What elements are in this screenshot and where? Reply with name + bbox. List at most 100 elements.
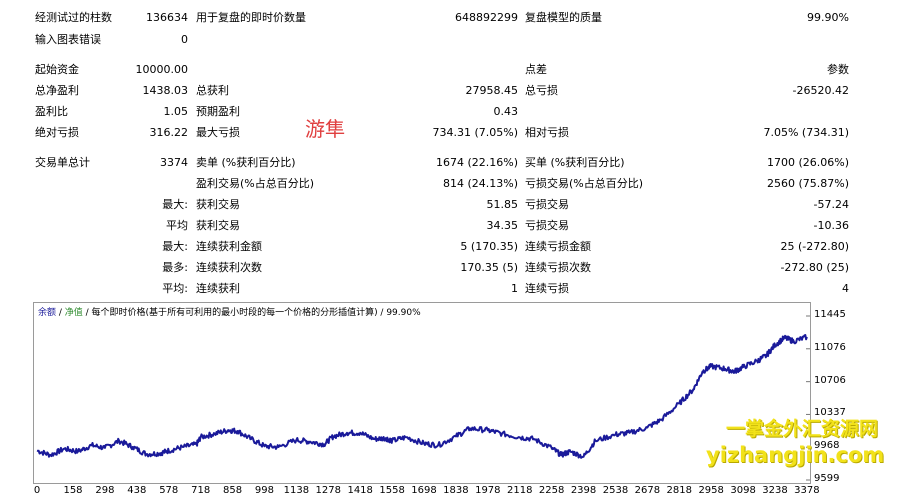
- x-tick-label: 2538: [602, 485, 629, 496]
- relative-drawdown-value: 7.05% (734.31): [763, 126, 849, 139]
- average-profit-label: 获利交易: [196, 219, 240, 232]
- x-tick-label: 2958: [698, 485, 724, 496]
- average-loss-label: 亏损交易: [525, 219, 569, 232]
- y-tick-label: 10337: [814, 407, 846, 419]
- stamp-text: 游隼: [305, 117, 345, 141]
- quality-label: 复盘模型的质量: [525, 11, 602, 24]
- profit-factor-value: 1.05: [163, 105, 189, 118]
- ticks-label: 用于复盘的即时价数量: [196, 11, 306, 24]
- max-consecutive-wins-value: 5 (170.35): [460, 240, 518, 253]
- average-consecutive-losses-label: 连续亏损: [525, 282, 569, 295]
- x-tick-label: 858: [223, 485, 243, 496]
- maximal-label: 最多:: [162, 261, 188, 274]
- chart-header-equity: 净值: [64, 308, 83, 318]
- maximal-wins-value: 170.35 (5): [460, 261, 518, 274]
- x-tick-label: 2258: [538, 485, 565, 496]
- chart-header: 余额 / 净值 / 每个即时价格(基于所有可利用的最小时段的每一个价格的分形插值…: [38, 305, 421, 318]
- absolute-drawdown-label: 绝对亏损: [35, 126, 79, 139]
- deposit-label: 起始资金: [35, 63, 79, 76]
- spread-label: 点差: [525, 63, 547, 76]
- max-drawdown-label: 最大亏损: [196, 126, 240, 139]
- average-consecutive-losses-value: 4: [842, 282, 849, 295]
- x-tick-label: 3238: [762, 485, 788, 496]
- x-tick-label: 1978: [475, 485, 501, 496]
- average-consecutive-wins-label: 连续获利: [196, 282, 240, 295]
- largest-profit-label: 获利交易: [196, 198, 240, 211]
- gross-profit-value: 27958.45: [465, 84, 519, 97]
- x-tick-label: 2818: [666, 485, 692, 496]
- largest-label: 最大:: [162, 198, 188, 211]
- max-consecutive-wins-label: 连续获利金额: [196, 240, 262, 253]
- max-consecutive-label: 最大:: [162, 240, 188, 253]
- average-label: 平均: [166, 219, 188, 232]
- y-tick-label: 9968: [814, 440, 840, 452]
- watermark-line1: 一掌金外汇资源网: [726, 418, 879, 440]
- x-tick-label: 2398: [570, 485, 597, 496]
- x-tick-label: 578: [159, 485, 179, 496]
- maximal-wins-label: 连续获利次数: [196, 261, 262, 274]
- x-tick-label: 1838: [443, 485, 469, 496]
- x-tick-label: 718: [191, 485, 211, 496]
- x-tick-label: 438: [127, 485, 147, 496]
- net-profit-label: 总净盈利: [35, 84, 79, 97]
- total-trades-value: 3374: [160, 156, 188, 169]
- long-positions-value: 1700 (26.06%): [766, 156, 849, 169]
- y-tick-label: 11445: [814, 309, 846, 320]
- bars-label: 经测试过的柱数: [35, 11, 112, 24]
- x-tick-label: 298: [95, 485, 115, 496]
- y-tick-label: 11076: [814, 341, 846, 353]
- x-tick-label: 2118: [506, 485, 533, 496]
- max-drawdown-value: 734.31 (7.05%): [432, 126, 518, 139]
- x-tick-label: 3098: [730, 485, 756, 496]
- maximal-losses-value: -272.80 (25): [780, 261, 849, 274]
- gross-profit-label: 总获利: [196, 84, 229, 97]
- gross-loss-label: 总亏损: [525, 84, 558, 97]
- largest-loss-label: 亏损交易: [525, 198, 569, 211]
- loss-trades-label: 亏损交易(%占总百分比): [525, 177, 644, 190]
- deposit-value: 10000.00: [135, 63, 189, 76]
- x-tick-label: 1418: [347, 485, 373, 496]
- bars-value: 136634: [146, 11, 188, 24]
- x-tick-label: 0: [33, 485, 41, 496]
- y-tick-label: 9599: [814, 473, 840, 484]
- x-tick-label: 2678: [634, 485, 661, 496]
- quality-value: 99.90%: [807, 11, 849, 24]
- balance-line: [36, 334, 808, 459]
- largest-loss-value: -57.24: [813, 198, 849, 211]
- y-tick-label: 10706: [814, 374, 846, 386]
- absolute-drawdown-value: 316.22: [149, 126, 189, 139]
- spread-value: 参数: [827, 63, 849, 76]
- short-positions-value: 1674 (22.16%): [435, 156, 518, 169]
- watermark-line2: yizhangjin.com: [706, 443, 885, 467]
- report-summary: 经测试过的柱数 136634 用于复盘的即时价数量 648892299 复盘模型…: [35, 11, 849, 295]
- profit-factor-label: 盈利比: [35, 105, 68, 118]
- short-positions-label: 卖单 (%获利百分比): [196, 156, 296, 169]
- average-consecutive-label: 平均:: [162, 282, 188, 295]
- largest-profit-value: 51.85: [486, 198, 519, 211]
- relative-drawdown-label: 相对亏损: [525, 126, 569, 139]
- gross-loss-value: -26520.42: [792, 84, 849, 97]
- average-consecutive-wins-value: 1: [511, 282, 518, 295]
- profit-trades-value: 814 (24.13%): [442, 177, 518, 190]
- chart-header-balance: 余额: [38, 308, 57, 318]
- mismatch-value: 0: [181, 33, 188, 46]
- profit-trades-label: 盈利交易(%占总百分比): [196, 177, 315, 190]
- chart-header-description: / 每个即时价格(基于所有可利用的最小时段的每一个价格的分形插值计算) / 99…: [82, 308, 421, 318]
- chart-header-separator: /: [56, 308, 65, 318]
- x-tick-label: 998: [254, 485, 274, 496]
- x-tick-label: 3378: [794, 485, 820, 496]
- long-positions-label: 买单 (%获利百分比): [525, 156, 625, 169]
- expected-payoff-label: 预期盈利: [196, 105, 240, 118]
- maximal-losses-label: 连续亏损次数: [525, 261, 591, 274]
- total-trades-label: 交易单总计: [35, 156, 90, 169]
- net-profit-value: 1438.03: [142, 84, 189, 97]
- loss-trades-value: 2560 (75.87%): [766, 177, 849, 190]
- x-tick-label: 1278: [315, 485, 341, 496]
- max-consecutive-losses-value: 25 (-272.80): [780, 240, 849, 253]
- max-consecutive-losses-label: 连续亏损金额: [525, 240, 591, 253]
- ticks-value: 648892299: [455, 11, 518, 24]
- expected-payoff-value: 0.43: [493, 105, 519, 118]
- x-tick-label: 158: [63, 485, 83, 496]
- mismatch-label: 输入图表错误: [35, 33, 101, 46]
